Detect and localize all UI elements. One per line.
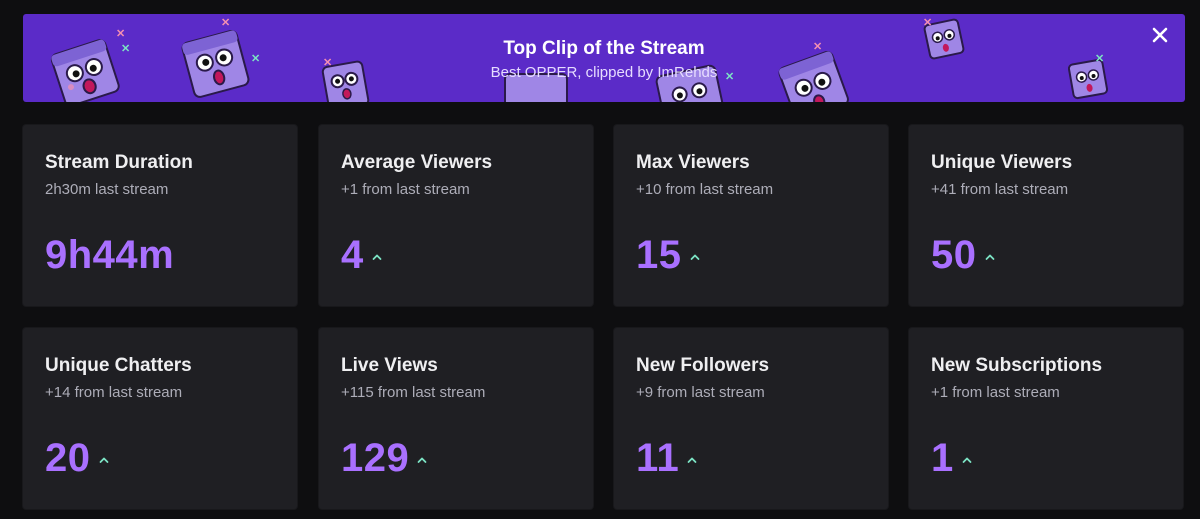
stat-title: Average Viewers [341,152,493,173]
trend-up-icon [99,457,108,463]
sparkle-icon: ✕ [1095,53,1105,65]
stat-card-live-views: Live Views +115 from last stream 129 [319,328,593,509]
mascot-illustration [655,64,725,102]
trend-up-icon [962,457,972,463]
stat-value: 20 [45,436,91,480]
stat-card-new-followers: New Followers +9 from last stream 11 [614,328,888,509]
stat-subtitle: +115 from last stream [341,384,486,401]
trend-up-icon [687,457,697,463]
stat-subtitle: +9 from last stream [636,384,765,401]
sparkle-icon: ✕ [221,17,231,29]
stat-title: Live Views [341,355,438,376]
stat-title: New Followers [636,355,770,376]
stat-value-row: 11 [636,430,697,486]
stat-value: 4 [341,233,364,277]
stat-card-stream-duration: Stream Duration 2h30m last stream 9h44m [23,125,297,306]
stat-value: 129 [341,436,410,480]
stat-value: 1 [931,436,954,480]
stat-title: Stream Duration [45,152,193,173]
stat-title: New Subscriptions [931,355,1103,376]
close-icon [1152,27,1168,43]
mascot-illustration [923,18,965,60]
sparkle-icon: ✕ [323,57,333,69]
stat-value-row: 20 [45,430,109,486]
stat-card-unique-viewers: Unique Viewers +41 from last stream 50 [909,125,1183,306]
mascot-illustration [50,39,120,102]
stat-card-unique-chatters: Unique Chatters +14 from last stream 20 [23,328,297,509]
mascot-illustration [1067,58,1109,100]
stat-value-row: 4 [341,227,382,283]
stat-value: 11 [636,436,680,480]
stat-subtitle: +41 from last stream [931,181,1069,198]
banner-subtitle: Best OPPER, clipped by ImRehds [490,64,718,81]
mascot-illustration [778,51,849,102]
banner-text: Top Clip of the Stream Best OPPER, clipp… [23,37,1185,84]
stat-value-row: 15 [636,227,700,283]
stat-title: Unique Chatters [45,355,192,376]
stat-value-row: 1 [931,430,972,486]
stat-subtitle: +1 from last stream [341,181,470,198]
close-button[interactable] [1147,22,1173,48]
stat-value: 9h44m [45,233,175,277]
trend-up-icon [372,254,382,260]
stat-title: Unique Viewers [931,152,1073,173]
stat-card-max-viewers: Max Viewers +10 from last stream 15 [614,125,888,306]
stat-value-row: 129 [341,430,427,486]
mascot-illustration [504,73,568,102]
sparkle-icon: ✕ [251,53,261,65]
banner-title: Top Clip of the Stream [503,38,705,59]
stat-title: Max Viewers [636,152,750,173]
sparkle-icon: ✕ [725,71,735,83]
stat-value-row: 9h44m [45,227,174,283]
stat-subtitle: +10 from last stream [636,181,774,198]
sparkle-icon: ✕ [813,41,823,53]
mascot-illustration [181,29,250,98]
stat-value: 15 [636,233,682,277]
stat-subtitle: +14 from last stream [45,384,183,401]
sparkle-icon: ✕ [923,17,933,29]
stat-subtitle: +1 from last stream [931,384,1060,401]
top-clip-banner[interactable]: ✕ ✕ ✕ ✕ ✕ ✕ ✕ ✕ ✕ Top Clip of the Stream… [23,14,1185,102]
mascot-illustration [321,60,370,102]
trend-up-icon [985,254,994,260]
stat-subtitle: 2h30m last stream [45,181,169,198]
sparkle-icon: ✕ [121,43,131,55]
stat-card-average-viewers: Average Viewers +1 from last stream 4 [319,125,593,306]
sparkle-icon: ✕ [116,28,126,40]
trend-up-icon [417,457,427,463]
stat-value-row: 50 [931,227,995,283]
stat-card-new-subscriptions: New Subscriptions +1 from last stream 1 [909,328,1183,509]
trend-up-icon [690,254,699,260]
stat-value: 50 [931,233,977,277]
